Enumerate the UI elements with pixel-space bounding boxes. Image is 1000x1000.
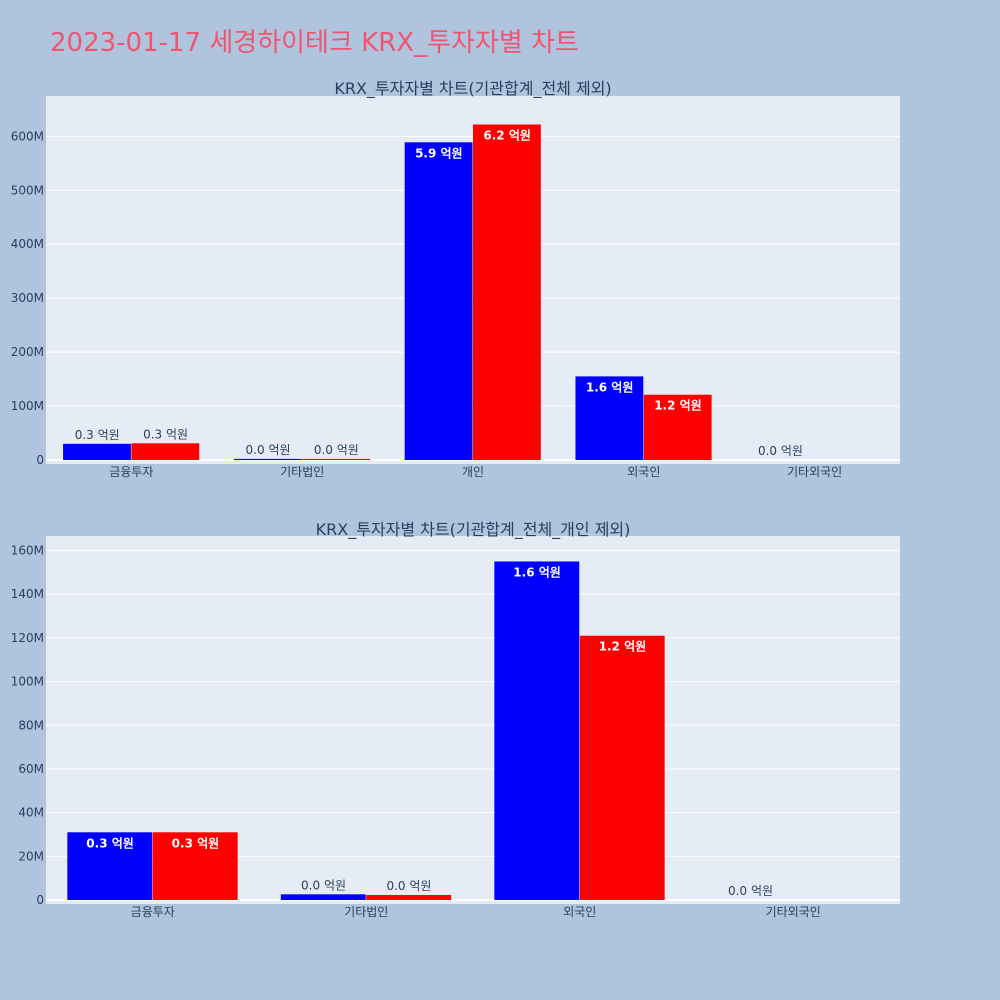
bar-data-label: 0.3 억원 bbox=[75, 428, 120, 442]
bar-data-label: 1.6 억원 bbox=[586, 380, 634, 394]
bar-data-label: 0.0 억원 bbox=[728, 884, 773, 898]
y-tick-label: 600M bbox=[11, 129, 44, 143]
x-tick-label: 금융투자 bbox=[131, 905, 175, 919]
bar-data-label: 0.0 억원 bbox=[314, 443, 359, 457]
chart-2: KRX_투자자별 차트(기관합계_전체_개인 제외) 0 20M 40M 60M 80M 1… bbox=[11, 520, 900, 919]
bar bbox=[67, 832, 153, 900]
bar-data-label: 6.2 억원 bbox=[483, 128, 531, 142]
bar bbox=[473, 124, 541, 460]
y-tick-label: 100M bbox=[11, 675, 44, 689]
x-tick-label: 개인 bbox=[462, 465, 484, 479]
x-tick-label: 외국인 bbox=[563, 905, 596, 919]
bar-data-label: 1.2 억원 bbox=[599, 640, 647, 654]
bar-data-label: 0.0 억원 bbox=[386, 879, 431, 893]
x-tick-label: 외국인 bbox=[627, 465, 660, 479]
bar bbox=[63, 443, 131, 460]
bar-data-label: 0.3 억원 bbox=[143, 427, 188, 441]
bar bbox=[643, 394, 712, 460]
bar bbox=[366, 894, 452, 900]
page-title: 2023-01-17 세경하이테크 KRX_투자자별 차트 bbox=[50, 28, 579, 58]
bar-data-label: 1.2 억원 bbox=[654, 399, 702, 413]
bar-data-label: 0.0 억원 bbox=[758, 444, 803, 458]
bar bbox=[404, 142, 473, 460]
chart-1: KRX_투자자별 차트(기관합계_전체 제외) 0 100M 200M 300M 400M… bbox=[11, 79, 900, 479]
x-tick-label: 금융투자 bbox=[109, 465, 153, 479]
y-tick-label: 120M bbox=[11, 631, 44, 645]
y-tick-label: 500M bbox=[11, 183, 44, 197]
bar bbox=[131, 443, 200, 460]
y-tick-label: 40M bbox=[18, 806, 44, 820]
bar-data-label: 0.0 억원 bbox=[301, 878, 346, 892]
x-tick-label: 기타외국인 bbox=[766, 905, 821, 919]
x-tick-label: 기타법인 bbox=[344, 905, 388, 919]
bar bbox=[302, 458, 371, 460]
y-tick-label: 300M bbox=[11, 291, 44, 305]
y-tick-label: 0 bbox=[36, 893, 44, 907]
y-tick-label: 200M bbox=[11, 345, 44, 359]
y-tick-label: 80M bbox=[18, 718, 44, 732]
bar-data-label: 0.3 억원 bbox=[172, 836, 220, 850]
x-tick-label: 기타법인 bbox=[280, 465, 324, 479]
chart-title: KRX_투자자별 차트(기관합계_전체 제외) bbox=[334, 79, 611, 99]
y-tick-label: 140M bbox=[11, 587, 44, 601]
bar bbox=[494, 561, 580, 900]
bar bbox=[152, 832, 238, 900]
bar bbox=[280, 894, 366, 900]
bar bbox=[575, 376, 644, 460]
y-tick-label: 0 bbox=[36, 453, 44, 467]
x-tick-label: 기타외국인 bbox=[787, 465, 842, 479]
bar-data-label: 0.0 억원 bbox=[246, 443, 291, 457]
bar-data-label: 0.3 억원 bbox=[86, 836, 134, 850]
bar bbox=[579, 635, 665, 900]
y-tick-label: 60M bbox=[18, 762, 44, 776]
bar-data-label: 1.6 억원 bbox=[513, 565, 561, 579]
bar-data-label: 5.9 억원 bbox=[415, 146, 463, 160]
y-tick-label: 160M bbox=[11, 544, 44, 558]
y-tick-label: 20M bbox=[18, 849, 44, 863]
chart-title: KRX_투자자별 차트(기관합계_전체_개인 제외) bbox=[316, 520, 631, 540]
y-tick-label: 100M bbox=[11, 399, 44, 413]
bar bbox=[233, 458, 302, 460]
y-tick-label: 400M bbox=[11, 237, 44, 251]
